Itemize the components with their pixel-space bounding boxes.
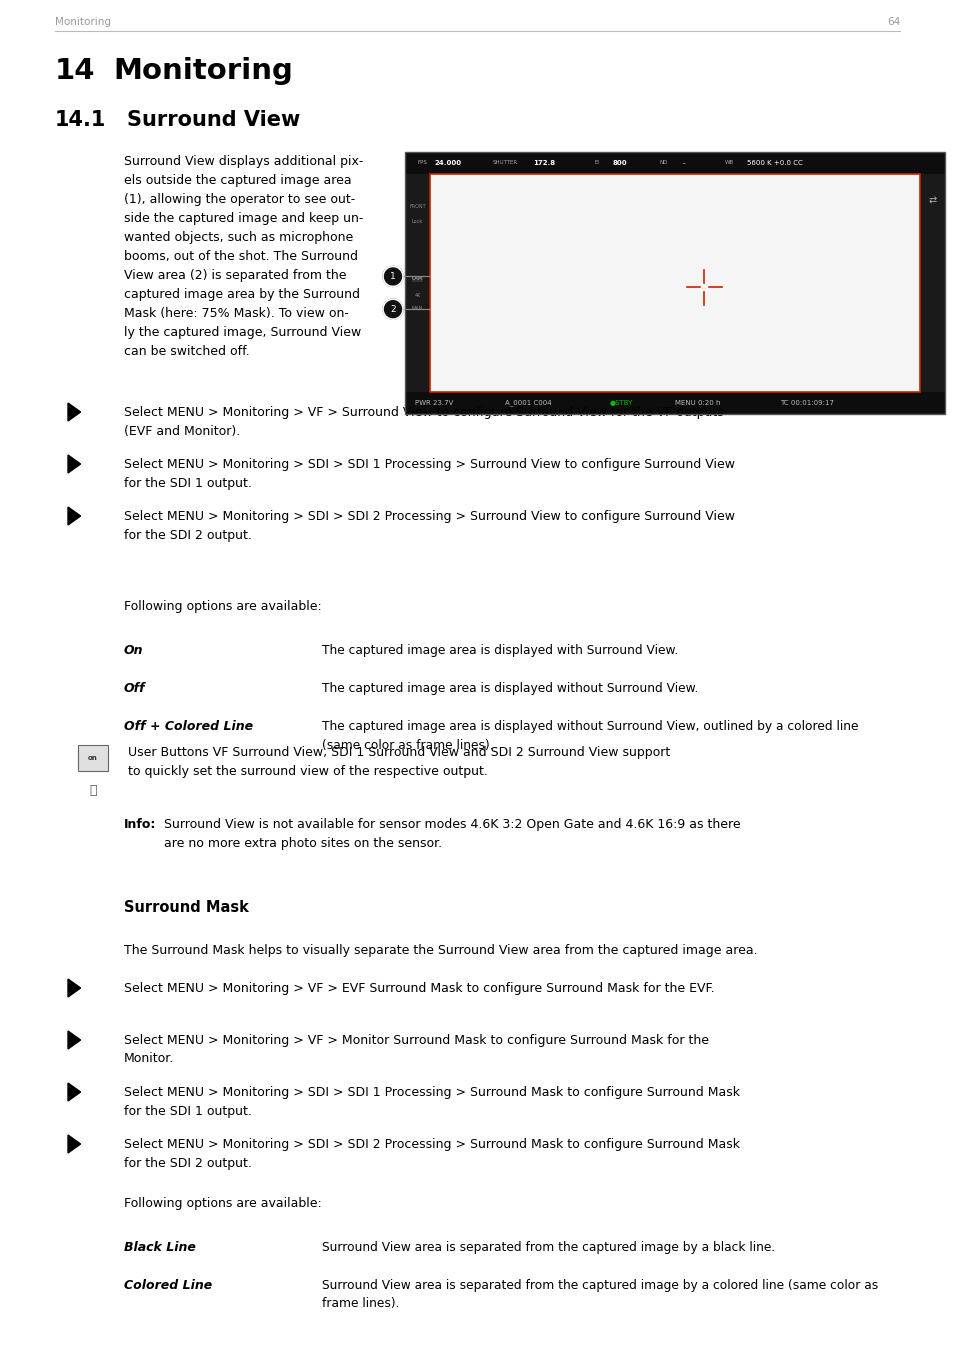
Text: Surround View area is separated from the captured image by a colored line (same : Surround View area is separated from the… — [322, 1278, 878, 1311]
Text: Monitoring: Monitoring — [55, 18, 111, 27]
Text: PWR 23.7V: PWR 23.7V — [415, 400, 453, 406]
Text: Surround Mask: Surround Mask — [124, 900, 249, 915]
Polygon shape — [68, 508, 80, 525]
Bar — [430, 174, 919, 392]
Text: The captured image area is displayed with Surround View.: The captured image area is displayed wit… — [322, 644, 678, 657]
Text: 2: 2 — [390, 305, 395, 313]
Text: Surround View is not available for sensor modes 4.6K 3:2 Open Gate and 4.6K 16:9: Surround View is not available for senso… — [164, 818, 740, 849]
Text: Info:: Info: — [124, 818, 156, 832]
Circle shape — [382, 266, 402, 286]
Polygon shape — [68, 455, 80, 472]
Text: The captured image area is displayed without Surround View, outlined by a colore: The captured image area is displayed wit… — [322, 720, 858, 752]
Bar — [405, 153, 944, 414]
Text: 64: 64 — [886, 18, 899, 27]
Text: SHUTTER: SHUTTER — [493, 161, 517, 166]
Bar — [405, 392, 944, 414]
Text: Select MENU > Monitoring > SDI > SDI 1 Processing > Surround Mask to configure S: Select MENU > Monitoring > SDI > SDI 1 P… — [124, 1085, 740, 1118]
Text: Select MENU > Monitoring > SDI > SDI 1 Processing > Surround View to configure S: Select MENU > Monitoring > SDI > SDI 1 P… — [124, 458, 734, 490]
Polygon shape — [68, 1031, 80, 1049]
Text: Black Line: Black Line — [124, 1241, 195, 1254]
Text: The Surround Mask helps to visually separate the Surround View area from the cap: The Surround Mask helps to visually sepa… — [124, 944, 757, 957]
Text: WB: WB — [724, 161, 734, 166]
Text: EI: EI — [595, 161, 599, 166]
Polygon shape — [68, 404, 80, 421]
Text: 14: 14 — [55, 57, 95, 85]
Text: A_0001 C004: A_0001 C004 — [504, 400, 551, 406]
Text: Select MENU > Monitoring > SDI > SDI 2 Processing > Surround Mask to configure S: Select MENU > Monitoring > SDI > SDI 2 P… — [124, 1138, 740, 1169]
Text: ND: ND — [659, 161, 668, 166]
Text: Colored Line: Colored Line — [124, 1278, 212, 1292]
Text: On: On — [124, 644, 143, 657]
Polygon shape — [68, 979, 80, 998]
Bar — [430, 174, 919, 392]
FancyBboxPatch shape — [78, 745, 108, 771]
Text: ⇄: ⇄ — [927, 196, 936, 205]
Bar — [405, 174, 430, 392]
Text: FRONT: FRONT — [409, 204, 425, 209]
Polygon shape — [68, 1135, 80, 1153]
Text: ●STBY: ●STBY — [609, 400, 633, 406]
Text: CAM: CAM — [412, 277, 422, 281]
Text: Following options are available:: Following options are available: — [124, 1197, 321, 1210]
Text: Lock: Lock — [412, 219, 422, 224]
Text: Surround View area is separated from the captured image by a black line.: Surround View area is separated from the… — [322, 1241, 775, 1254]
Text: Off: Off — [124, 682, 146, 695]
Text: 14.1: 14.1 — [55, 109, 107, 130]
Text: TC 00:01:09:17: TC 00:01:09:17 — [780, 400, 833, 406]
Text: 5600 K +0.0 CC: 5600 K +0.0 CC — [746, 161, 801, 166]
Text: Select MENU > Monitoring > VF > Monitor Surround Mask to configure Surround Mask: Select MENU > Monitoring > VF > Monitor … — [124, 1034, 708, 1065]
Text: Following options are available:: Following options are available: — [124, 599, 321, 613]
Text: Select MENU > Monitoring > SDI > SDI 2 Processing > Surround View to configure S: Select MENU > Monitoring > SDI > SDI 2 P… — [124, 510, 734, 541]
Text: on: on — [88, 755, 98, 761]
Text: 800: 800 — [613, 161, 627, 166]
Text: 1: 1 — [390, 271, 395, 281]
Text: User Buttons VF Surround View, SDI 1 Surround View and SDI 2 Surround View suppo: User Buttons VF Surround View, SDI 1 Sur… — [128, 747, 670, 778]
Bar — [405, 153, 944, 174]
Text: MENU 0:20 h: MENU 0:20 h — [675, 400, 720, 406]
Text: 4K: 4K — [414, 293, 420, 298]
Bar — [919, 174, 944, 392]
Text: Surround View displays additional pix-
els outside the captured image area
(1), : Surround View displays additional pix- e… — [124, 155, 363, 358]
Text: FPS: FPS — [416, 161, 426, 166]
Polygon shape — [68, 1083, 80, 1102]
Bar — [405, 153, 944, 414]
Text: -: - — [682, 161, 685, 166]
Text: Off + Colored Line: Off + Colored Line — [124, 720, 253, 733]
Circle shape — [382, 300, 402, 319]
Text: Select MENU > Monitoring > VF > Surround View to configure Surround View for the: Select MENU > Monitoring > VF > Surround… — [124, 406, 723, 437]
Text: 👍: 👍 — [90, 784, 96, 798]
Text: 24.000: 24.000 — [435, 161, 461, 166]
Text: Select MENU > Monitoring > VF > EVF Surround Mask to configure Surround Mask for: Select MENU > Monitoring > VF > EVF Surr… — [124, 981, 714, 995]
Text: The captured image area is displayed without Surround View.: The captured image area is displayed wit… — [322, 682, 698, 695]
Text: 172.8: 172.8 — [533, 161, 555, 166]
Text: Monitoring: Monitoring — [112, 57, 293, 85]
Text: Surround View: Surround View — [127, 109, 300, 130]
Text: MAN: MAN — [412, 306, 423, 310]
